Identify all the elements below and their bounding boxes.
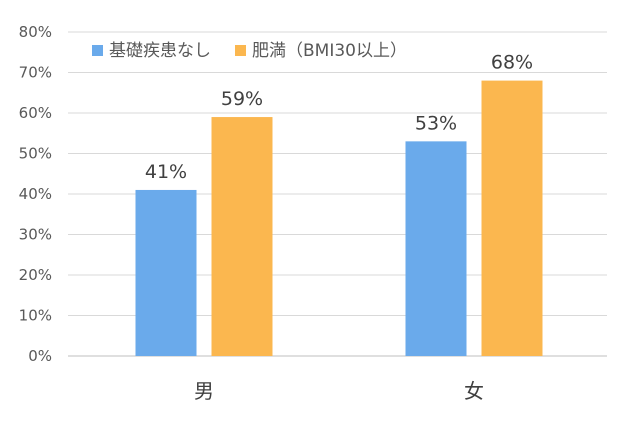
y-tick-label: 70% <box>19 64 52 82</box>
y-tick-label: 40% <box>19 185 52 203</box>
bar-no-condition-female <box>405 141 467 356</box>
legend-swatch-obesity <box>235 45 246 56</box>
data-label: 53% <box>415 112 457 134</box>
bar-obesity-female <box>481 80 543 356</box>
bar-no-condition-male <box>135 189 197 356</box>
data-label: 59% <box>221 88 263 110</box>
legend-label: 基礎疾患なし <box>109 41 211 61</box>
y-tick-label: 60% <box>19 104 52 122</box>
y-tick-label: 50% <box>19 145 52 163</box>
legend-swatch-no-condition <box>92 45 103 56</box>
y-tick-label: 80% <box>19 23 52 41</box>
y-tick-label: 20% <box>19 266 52 284</box>
y-tick-label: 30% <box>19 226 52 244</box>
x-category-label: 女 <box>464 379 484 403</box>
y-tick-label: 0% <box>28 347 52 365</box>
legend-label: 肥満（BMI30以上） <box>252 41 407 61</box>
data-label: 41% <box>145 161 187 183</box>
data-label: 68% <box>491 52 533 74</box>
bar-obesity-male <box>211 117 273 356</box>
y-tick-label: 10% <box>19 307 52 325</box>
x-category-label: 男 <box>194 379 214 403</box>
